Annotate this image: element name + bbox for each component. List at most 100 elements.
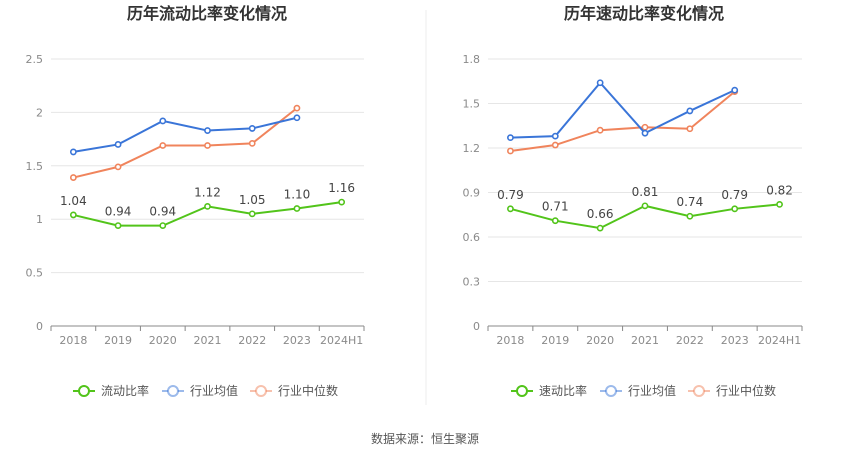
data-point [114,141,122,148]
x-tick-label: 2022 [238,334,266,347]
y-tick-label: 0 [473,320,480,333]
y-tick-label: 0.6 [463,231,481,244]
data-label: 0.82 [766,183,793,197]
data-label: 1.12 [194,185,221,199]
legend-label: 行业均值 [190,383,238,398]
y-tick-label: 2 [36,106,43,119]
chart-title: 历年速动比率变化情况 [564,4,724,23]
series-line [510,81,736,139]
data-label: 0.66 [587,207,614,221]
data-point [686,212,694,220]
data-label: 1.10 [284,188,311,202]
x-tick-label: 2020 [586,334,614,347]
data-point [248,125,256,132]
y-tick-label: 0 [36,320,43,333]
data-point [507,147,514,155]
series-line [73,116,298,153]
series-line [73,107,298,179]
legend-marker-icon [516,385,528,397]
data-point [776,200,783,208]
data-point [159,142,167,149]
current-ratio-chart: 历年流动比率变化情况 0 0.5 1 1.5 2 2.5 2018 2019 2020 2021 20… [26,4,365,398]
data-point [507,134,514,142]
data-point [293,205,301,212]
data-label: 0.94 [149,205,176,219]
legend-item[interactable]: 行业中位数 [688,383,776,398]
data-label: 0.79 [721,188,748,202]
y-tick-label: 0.5 [26,267,44,280]
data-point [338,198,346,206]
data-point [293,114,301,122]
legend-marker-icon [167,385,179,397]
legend-item[interactable]: 速动比率 [511,383,587,398]
series-line [510,90,736,152]
data-point [731,86,739,94]
data-point [641,129,649,137]
data-point [641,202,649,210]
legend-marker-icon [605,385,617,397]
data-label: 0.94 [105,205,132,219]
legend-label: 流动比率 [101,383,149,398]
x-tick-label: 2024H1 [758,334,801,347]
data-point [293,104,301,112]
legend-item[interactable]: 流动比率 [73,383,149,398]
data-source-footer: 数据来源：恒生聚源 [371,431,479,446]
legend-label: 行业中位数 [278,383,338,398]
legend-item[interactable]: 行业均值 [162,383,238,398]
y-tick-label: 2.5 [26,53,44,66]
legend-item[interactable]: 行业均值 [600,383,676,398]
x-tick-label: 2021 [194,334,222,347]
data-point [69,174,77,181]
data-point [248,139,256,147]
data-point [641,123,649,131]
x-tick-label: 2023 [721,334,749,347]
data-label: 0.79 [497,188,524,202]
x-tick-label: 2018 [496,334,524,347]
x-tick-label: 2021 [631,334,659,347]
data-point [596,224,604,232]
y-tick-label: 1 [36,213,43,226]
y-tick-label: 0.3 [463,276,481,289]
x-tick-label: 2022 [676,334,704,347]
data-label: 1.05 [239,193,266,207]
data-point [551,132,559,140]
x-tick-label: 2020 [149,334,177,347]
data-label: 1.16 [328,181,355,195]
legend-label: 行业均值 [628,383,676,398]
legend-marker-icon [78,385,90,397]
data-point [248,210,256,218]
legend-label: 速动比率 [539,383,587,398]
data-point [69,211,77,219]
chart-title: 历年流动比率变化情况 [127,4,287,23]
y-tick-label: 1.5 [463,98,481,111]
legend-marker-icon [255,385,267,397]
data-point [114,163,122,171]
data-point [114,222,122,230]
y-tick-label: 1.2 [463,142,481,155]
y-tick-label: 0.9 [463,187,481,200]
data-point [551,141,559,149]
data-point [596,79,604,87]
data-label: 0.74 [676,195,703,209]
data-point [507,205,514,213]
data-point [686,125,694,133]
data-point [596,126,604,134]
y-tick-label: 1.5 [26,160,44,173]
legend-item[interactable]: 行业中位数 [250,383,338,398]
x-tick-label: 2023 [283,334,311,347]
data-point [69,148,77,156]
x-tick-label: 2018 [59,334,87,347]
y-tick-label: 1.8 [463,53,481,66]
x-tick-label: 2019 [104,334,132,347]
x-tick-label: 2019 [541,334,569,347]
data-point [159,117,167,125]
quick-ratio-chart: 历年速动比率变化情况 0 0.3 0.6 0.9 1.2 1.5 1.8 2018 2019 202… [463,4,803,398]
data-point [159,222,167,230]
data-label: 0.71 [542,200,569,214]
legend-label: 行业中位数 [716,383,776,398]
data-point [204,127,211,134]
data-point [204,202,211,210]
data-point [731,205,739,213]
data-point [204,142,211,149]
